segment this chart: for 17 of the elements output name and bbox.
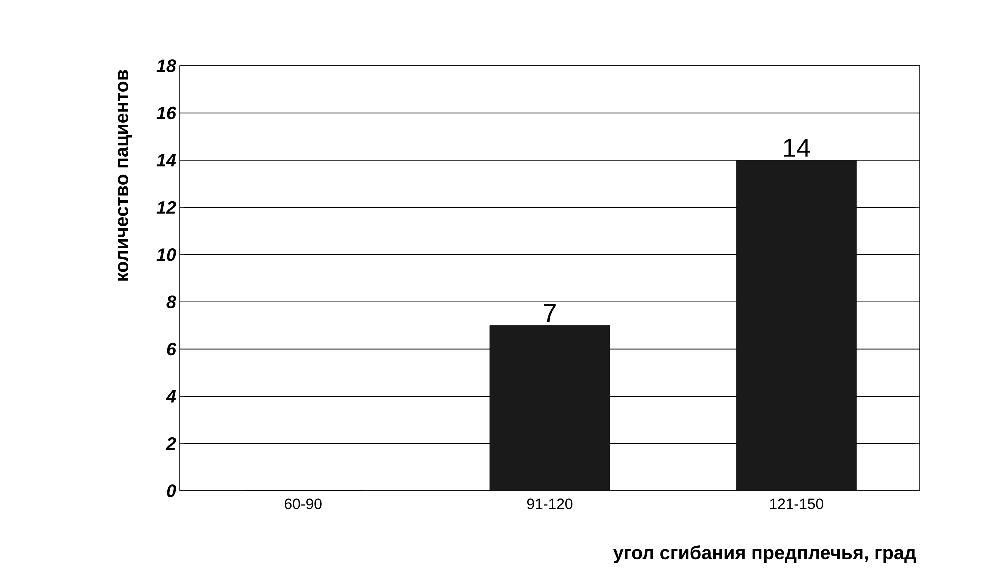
x-axis-title: угол сгибания предплечья, град bbox=[613, 546, 916, 564]
y-tick-label: 0 bbox=[167, 484, 176, 498]
y-tick-label: 2 bbox=[166, 438, 176, 450]
data-label: 7 bbox=[544, 304, 556, 322]
y-tick-label: 12 bbox=[156, 201, 176, 214]
y-tick-label: 10 bbox=[156, 248, 176, 262]
data-label: 14 bbox=[784, 139, 810, 157]
y-tick-label: 16 bbox=[156, 106, 177, 120]
x-tick-label: 121-150 bbox=[770, 498, 824, 510]
y-axis-title: количество пациентов bbox=[118, 70, 132, 281]
y-tick-label: 4 bbox=[166, 390, 176, 403]
x-tick-label: 60-90 bbox=[284, 498, 322, 510]
y-tick-label: 6 bbox=[167, 342, 177, 356]
y-tick-label: 18 bbox=[156, 60, 176, 72]
y-tick-label: 14 bbox=[156, 154, 176, 167]
x-tick-label: 91-120 bbox=[527, 498, 573, 510]
y-tick-label: 8 bbox=[166, 296, 176, 308]
